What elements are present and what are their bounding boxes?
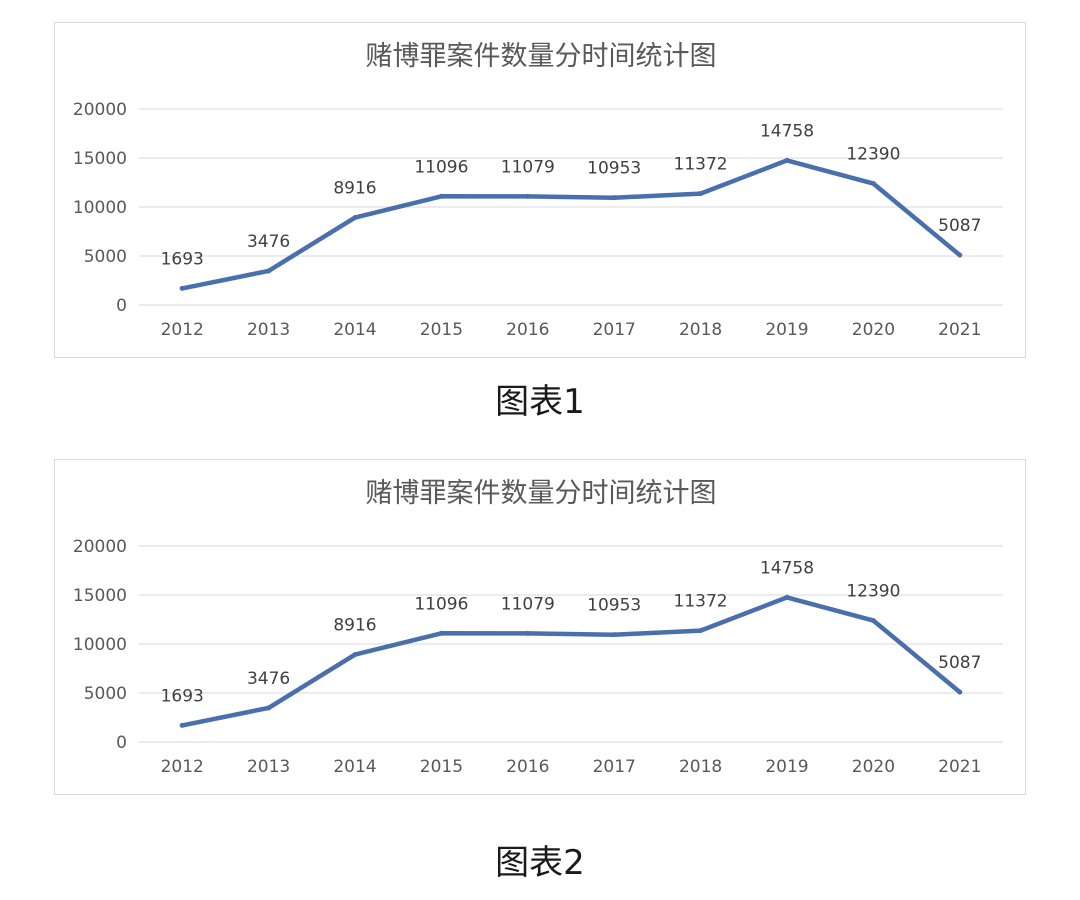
data-label: 11372 [674,592,728,612]
x-tick-label: 2020 [852,320,895,340]
x-tick-label: 2019 [765,320,808,340]
data-point [352,215,358,221]
chart-1: 赌博罪案件数量分时间统计图 0 5000 10000 15000 20000 2012 201… [73,41,1003,340]
data-label: 14758 [760,121,814,141]
data-label: 11079 [501,594,555,614]
y-tick-label: 0 [116,733,127,753]
y-tick-label: 5000 [84,684,127,704]
data-label: 1693 [161,249,204,269]
x-tick-label: 2016 [506,320,549,340]
data-label: 10953 [587,596,641,616]
data-label: 12390 [846,145,900,165]
data-point [438,193,444,199]
y-tick-label: 5000 [84,247,127,267]
x-tick-label: 2012 [161,757,204,777]
series-line [179,158,963,291]
y-tick-label: 0 [116,296,127,316]
data-label: 8916 [333,616,376,636]
x-tick-label: 2018 [679,757,722,777]
data-point [698,191,704,197]
chart-2-frame: 赌博罪案件数量分时间统计图 0 5000 10000 15000 20000 2012 201… [54,459,1026,795]
x-tick-label: 2019 [765,757,808,777]
x-tick-label: 2013 [247,757,290,777]
x-tick-label: 2015 [420,320,463,340]
data-point [525,193,531,199]
data-point [352,652,358,658]
data-point [179,722,185,728]
data-label: 1693 [161,686,204,706]
data-point [266,268,272,274]
data-label: 11096 [414,594,468,614]
data-point [525,630,531,636]
data-label: 10953 [587,159,641,179]
x-tick-label: 2020 [852,757,895,777]
y-tick-label: 20000 [73,537,127,557]
x-tick-label: 2016 [506,757,549,777]
data-point [957,689,963,695]
x-tick-label: 2021 [938,320,981,340]
data-label: 11079 [501,157,555,177]
chart-2-caption: 图表2 [495,843,585,883]
data-label: 12390 [846,582,900,602]
x-tick-label: 2014 [333,757,376,777]
data-label: 11096 [414,157,468,177]
data-point [957,252,963,258]
data-label: 14758 [760,558,814,578]
data-label: 11372 [674,155,728,175]
data-label: 5087 [938,216,981,236]
data-label: 3476 [247,232,290,252]
data-label: 8916 [333,179,376,199]
data-point [784,594,790,600]
x-tick-label: 2015 [420,757,463,777]
chart-1-frame: 赌博罪案件数量分时间统计图 0 5000 10000 15000 20000 2012 201… [54,22,1026,358]
data-point [179,285,185,291]
data-point [611,632,617,638]
x-tick-label: 2013 [247,320,290,340]
x-tick-label: 2014 [333,320,376,340]
data-label: 5087 [938,653,981,673]
data-point [698,628,704,634]
chart-title: 赌博罪案件数量分时间统计图 [366,41,717,72]
y-tick-label: 15000 [73,586,127,606]
data-point [870,618,876,624]
chart-title: 赌博罪案件数量分时间统计图 [366,478,717,509]
data-point [784,157,790,163]
y-tick-label: 20000 [73,100,127,120]
chart-2: 赌博罪案件数量分时间统计图 0 5000 10000 15000 20000 2012 201… [73,478,1003,777]
data-point [870,181,876,187]
chart-1-caption: 图表1 [495,382,585,422]
x-tick-label: 2018 [679,320,722,340]
x-tick-label: 2012 [161,320,204,340]
y-tick-label: 10000 [73,198,127,218]
series-line [179,595,963,728]
data-point [438,630,444,636]
data-label: 3476 [247,669,290,689]
x-tick-label: 2017 [593,320,636,340]
x-tick-label: 2021 [938,757,981,777]
data-point [611,195,617,201]
y-tick-label: 15000 [73,149,127,169]
data-point [266,705,272,711]
x-tick-label: 2017 [593,757,636,777]
y-tick-label: 10000 [73,635,127,655]
